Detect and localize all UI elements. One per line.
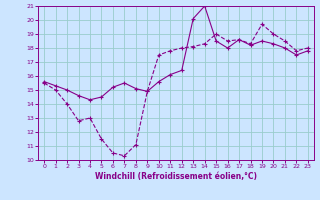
- X-axis label: Windchill (Refroidissement éolien,°C): Windchill (Refroidissement éolien,°C): [95, 172, 257, 181]
